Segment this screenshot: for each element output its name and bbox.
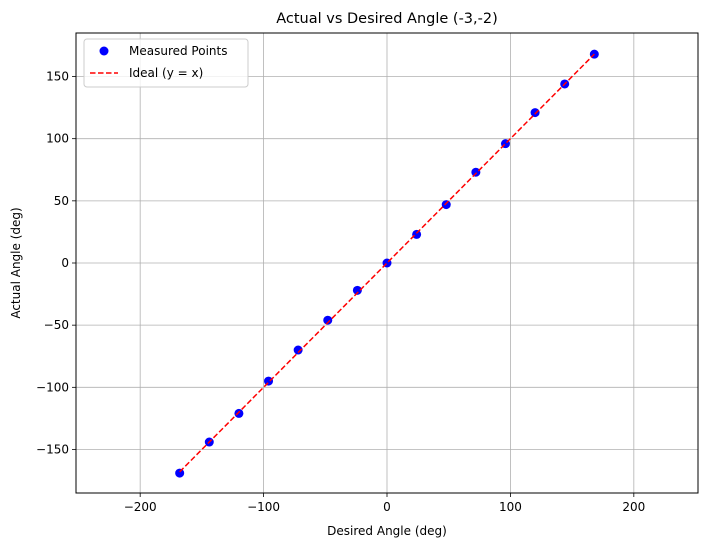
y-tick-label: 100 xyxy=(46,132,69,146)
data-point xyxy=(471,167,481,177)
data-point xyxy=(530,108,540,118)
x-tick-label: −100 xyxy=(247,500,280,514)
y-tick-label: −50 xyxy=(44,318,69,332)
legend-marker-measured xyxy=(99,46,109,56)
legend: Measured Points Ideal (y = x) xyxy=(83,38,249,88)
data-point xyxy=(264,376,274,386)
data-point xyxy=(352,285,362,295)
y-tick-label: 150 xyxy=(46,70,69,84)
axis-ticks: −200 −100 0 100 200 −150 −100 −50 0 50 100 150 xyxy=(36,70,645,514)
data-point xyxy=(412,229,422,239)
chart-title: Actual vs Desired Angle (-3,-2) xyxy=(276,11,498,27)
x-tick-label: 200 xyxy=(622,500,645,514)
data-point xyxy=(323,315,333,325)
y-tick-label: 0 xyxy=(61,256,69,270)
y-tick-label: −100 xyxy=(36,380,69,394)
x-axis-label: Desired Angle (deg) xyxy=(327,524,447,538)
plot-frame xyxy=(75,32,699,494)
data-point xyxy=(175,468,185,478)
y-tick-label: −150 xyxy=(36,442,69,456)
data-point xyxy=(441,200,451,210)
data-point xyxy=(234,408,244,418)
legend-label-measured: Measured Points xyxy=(129,44,227,58)
x-tick-label: 100 xyxy=(499,500,522,514)
legend-box xyxy=(83,38,249,88)
plot-marks xyxy=(175,49,599,478)
y-tick-label: 50 xyxy=(54,194,69,208)
x-tick-label: 0 xyxy=(383,500,391,514)
ideal-line xyxy=(179,53,595,473)
y-axis-label: Actual Angle (deg) xyxy=(9,207,23,318)
legend-label-ideal: Ideal (y = x) xyxy=(129,66,203,80)
x-tick-label: −200 xyxy=(124,500,157,514)
data-point xyxy=(293,345,303,355)
